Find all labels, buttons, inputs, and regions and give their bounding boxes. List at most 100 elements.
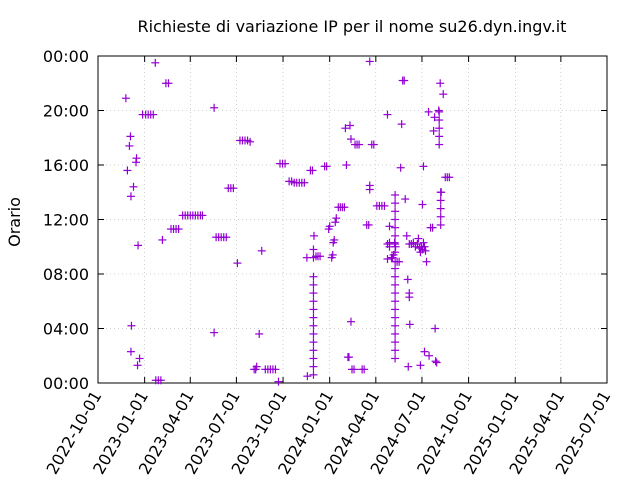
- data-point: [391, 240, 400, 249]
- data-point: [418, 200, 427, 209]
- data-point: [403, 275, 412, 284]
- data-point: [391, 305, 400, 314]
- data-point: [308, 166, 317, 175]
- data-point: [391, 354, 400, 363]
- data-point: [420, 347, 429, 356]
- data-point: [233, 259, 242, 268]
- data-point: [364, 220, 373, 229]
- data-points: [121, 57, 454, 386]
- data-point: [133, 361, 142, 370]
- data-point: [210, 103, 219, 112]
- data-point: [309, 370, 318, 379]
- data-point: [391, 321, 400, 330]
- data-point: [309, 231, 318, 240]
- data-point: [391, 215, 400, 224]
- data-point: [430, 113, 439, 122]
- data-point: [341, 124, 350, 133]
- data-point: [149, 110, 158, 119]
- data-point: [420, 242, 429, 251]
- data-point: [309, 313, 318, 322]
- data-point: [344, 353, 353, 362]
- data-point: [134, 241, 143, 250]
- data-point: [439, 90, 448, 99]
- y-tick-label: 12:00: [43, 211, 89, 230]
- data-point: [404, 362, 413, 371]
- data-point: [380, 201, 389, 210]
- data-point: [391, 207, 400, 216]
- data-point: [431, 324, 440, 333]
- data-point: [428, 223, 437, 232]
- data-point: [391, 313, 400, 322]
- data-point: [156, 376, 165, 385]
- data-point: [383, 255, 392, 264]
- data-point: [229, 184, 238, 193]
- data-point: [436, 204, 445, 213]
- data-point: [125, 141, 134, 150]
- data-point: [303, 372, 312, 381]
- data-point: [121, 94, 130, 103]
- data-point: [405, 320, 414, 329]
- data-point: [391, 264, 400, 273]
- y-tick-label: 20:00: [43, 102, 89, 121]
- data-point: [391, 190, 400, 199]
- data-point: [309, 354, 318, 363]
- data-point: [435, 107, 444, 116]
- data-point: [322, 162, 331, 171]
- data-point: [257, 246, 266, 255]
- data-point: [300, 178, 309, 187]
- data-point: [309, 346, 318, 355]
- data-point: [416, 361, 425, 370]
- data-point: [413, 240, 422, 249]
- data-point: [274, 377, 283, 386]
- data-point: [132, 154, 141, 163]
- y-tick-label: 00:00: [43, 374, 89, 393]
- data-point: [309, 289, 318, 298]
- data-point: [246, 137, 255, 146]
- data-point: [431, 357, 440, 366]
- data-point: [436, 220, 445, 229]
- data-point: [445, 173, 454, 182]
- data-point: [129, 182, 138, 191]
- data-point: [331, 218, 340, 227]
- data-point: [158, 235, 167, 244]
- data-point: [174, 225, 183, 234]
- data-point: [405, 293, 414, 302]
- data-point: [126, 132, 135, 141]
- data-point: [437, 188, 446, 197]
- data-point: [271, 365, 280, 374]
- data-point: [435, 140, 444, 149]
- data-point: [391, 338, 400, 347]
- data-point: [425, 351, 434, 360]
- data-point: [340, 203, 349, 212]
- data-point: [309, 305, 318, 314]
- data-point: [346, 135, 355, 144]
- data-point: [346, 317, 355, 326]
- y-tick-label: 00:00: [43, 47, 89, 66]
- data-point: [222, 233, 231, 242]
- data-point: [436, 196, 445, 205]
- data-point: [164, 79, 173, 88]
- data-point: [391, 329, 400, 338]
- data-point: [409, 238, 418, 247]
- data-point: [391, 272, 400, 281]
- data-point: [422, 257, 431, 266]
- data-point: [391, 289, 400, 298]
- data-point: [365, 185, 374, 194]
- data-point: [350, 365, 359, 374]
- data-point: [355, 140, 364, 149]
- data-point: [391, 248, 400, 257]
- data-point: [309, 297, 318, 306]
- data-point: [332, 214, 341, 223]
- data-point: [391, 346, 400, 355]
- data-point: [345, 121, 354, 130]
- chart-title: Richieste di variazione IP per il nome s…: [138, 17, 567, 36]
- data-point: [328, 250, 337, 259]
- data-point: [369, 140, 378, 149]
- data-point: [395, 257, 404, 266]
- data-point: [360, 365, 369, 374]
- data-point: [435, 132, 444, 141]
- data-point: [325, 222, 334, 231]
- data-point: [396, 163, 405, 172]
- data-point: [424, 107, 433, 116]
